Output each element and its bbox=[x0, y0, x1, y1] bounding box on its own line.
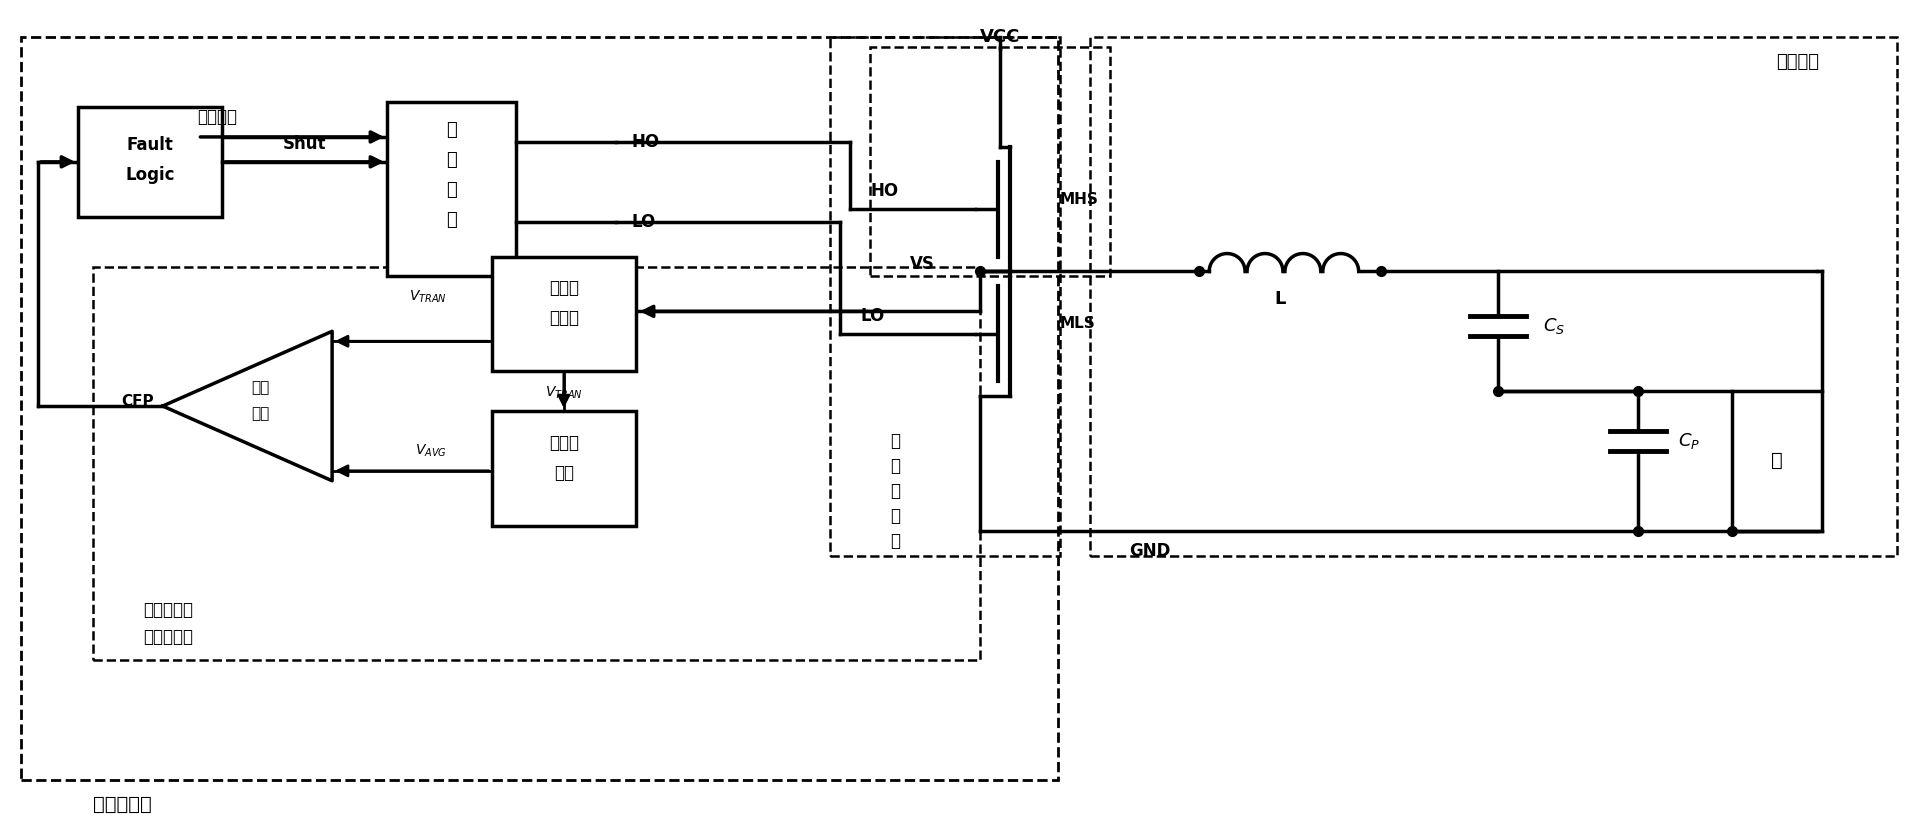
Text: 电路: 电路 bbox=[554, 464, 573, 482]
Text: VS: VS bbox=[909, 254, 934, 273]
Text: 流保护电路: 流保护电路 bbox=[143, 629, 193, 646]
Text: $C_P$: $C_P$ bbox=[1677, 431, 1698, 451]
Text: 比较: 比较 bbox=[251, 380, 270, 395]
Bar bbox=[93, 267, 979, 660]
Text: 外: 外 bbox=[890, 432, 899, 450]
Text: HO: HO bbox=[631, 133, 658, 151]
Text: 控制信号: 控制信号 bbox=[197, 108, 237, 126]
Text: 取均值: 取均值 bbox=[548, 434, 579, 452]
Text: 谐振网络: 谐振网络 bbox=[1776, 54, 1818, 71]
Bar bbox=[492, 411, 635, 526]
Text: 样电路: 样电路 bbox=[548, 309, 579, 328]
Text: $C_S$: $C_S$ bbox=[1542, 316, 1565, 336]
Text: 电路: 电路 bbox=[251, 406, 270, 421]
Text: 路: 路 bbox=[446, 211, 457, 229]
Bar bbox=[492, 257, 635, 371]
Text: L: L bbox=[1274, 290, 1285, 308]
Bar bbox=[870, 48, 1110, 277]
Bar bbox=[1731, 391, 1822, 531]
Text: MHS: MHS bbox=[1060, 191, 1098, 206]
Text: CFP: CFP bbox=[122, 394, 152, 409]
Polygon shape bbox=[162, 331, 332, 481]
Text: 动: 动 bbox=[890, 507, 899, 525]
Text: 部: 部 bbox=[890, 456, 899, 475]
Bar bbox=[830, 38, 1060, 556]
Text: VCC: VCC bbox=[979, 28, 1019, 46]
Text: 动: 动 bbox=[446, 150, 457, 169]
Text: 电流采: 电流采 bbox=[548, 279, 579, 298]
Bar bbox=[386, 102, 515, 277]
Text: Logic: Logic bbox=[125, 166, 176, 184]
Text: $V_{TRAN}$: $V_{TRAN}$ bbox=[409, 288, 446, 304]
Text: $V_{TRAN}$: $V_{TRAN}$ bbox=[544, 385, 583, 401]
Bar bbox=[21, 38, 1058, 780]
Bar bbox=[1089, 38, 1895, 556]
Text: 管: 管 bbox=[890, 532, 899, 549]
Text: 驱: 驱 bbox=[446, 121, 457, 139]
Text: HO: HO bbox=[870, 182, 897, 201]
Text: LO: LO bbox=[861, 307, 884, 325]
Text: 波峰因数过: 波峰因数过 bbox=[143, 601, 193, 619]
Text: 电: 电 bbox=[446, 181, 457, 199]
Text: $V_{AVG}$: $V_{AVG}$ bbox=[415, 443, 446, 459]
Text: 驱: 驱 bbox=[890, 482, 899, 500]
Text: GND: GND bbox=[1129, 542, 1170, 559]
Text: 灯: 灯 bbox=[1770, 451, 1781, 471]
Text: LO: LO bbox=[631, 212, 654, 231]
Text: Fault: Fault bbox=[127, 136, 174, 154]
Text: 电子镇流器: 电子镇流器 bbox=[93, 795, 152, 814]
Text: MLS: MLS bbox=[1060, 316, 1094, 331]
Text: Shut: Shut bbox=[284, 135, 326, 153]
Bar bbox=[77, 107, 222, 217]
